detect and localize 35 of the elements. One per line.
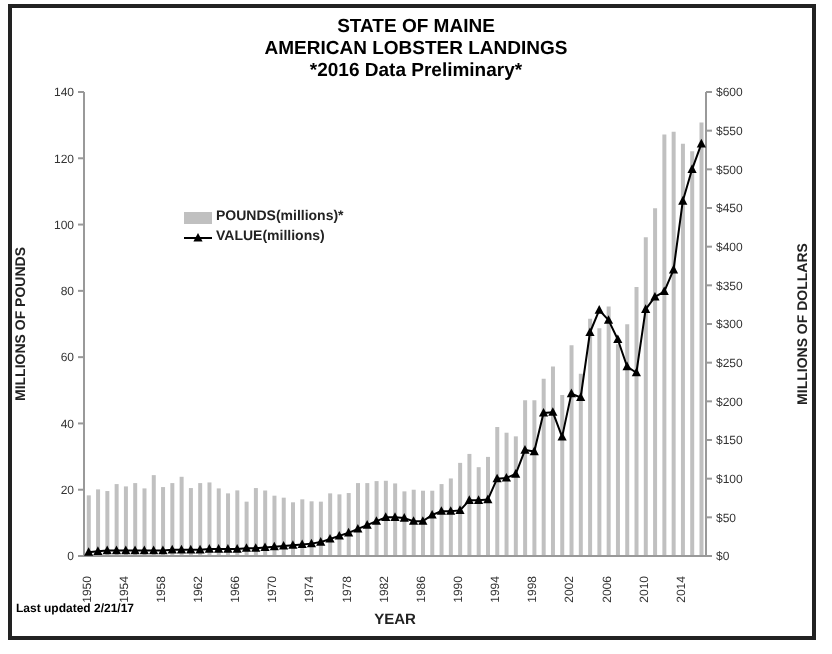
bar — [523, 400, 528, 556]
bar — [467, 453, 472, 556]
bar — [504, 432, 509, 556]
bar — [634, 286, 639, 556]
bar — [578, 373, 583, 556]
bar — [699, 122, 704, 556]
bar — [680, 143, 685, 556]
bar — [151, 475, 156, 556]
bar — [142, 488, 147, 556]
bar — [569, 345, 574, 556]
bar — [383, 480, 388, 556]
bar — [550, 366, 555, 556]
bar — [560, 394, 565, 556]
bar — [495, 427, 500, 556]
bar — [588, 318, 593, 556]
chart-subtitle: *2016 Data Preliminary* — [307, 60, 525, 82]
bar — [606, 306, 611, 556]
bar — [485, 456, 490, 556]
bar — [597, 328, 602, 556]
bar — [653, 208, 658, 556]
bar — [690, 151, 695, 556]
bar — [170, 483, 175, 556]
chart-title: STATE OF MAINE AMERICAN LOBSTER LANDINGS — [262, 16, 570, 60]
bar — [671, 131, 676, 556]
bar — [625, 324, 630, 556]
bar — [123, 486, 128, 556]
bar — [662, 134, 667, 556]
bar — [179, 476, 184, 556]
bar — [198, 483, 203, 556]
bar — [532, 400, 537, 556]
bar — [513, 436, 518, 556]
bar — [541, 378, 546, 556]
bar — [643, 237, 648, 556]
bar — [476, 467, 481, 556]
bar — [458, 462, 463, 556]
